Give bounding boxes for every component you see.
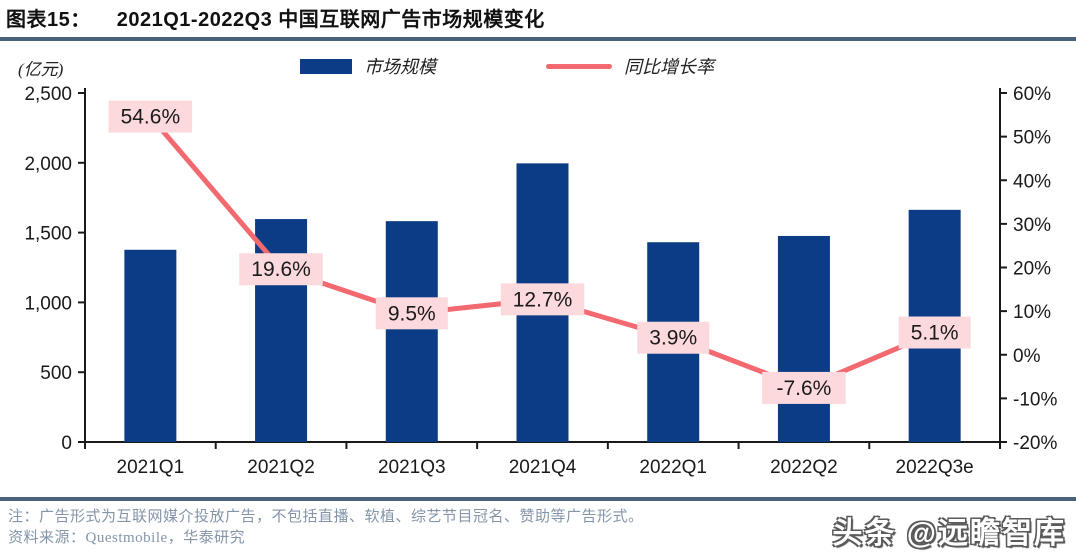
chart-canvas: 0 500 1,000 1,500 2,000 2,500 -20% -10% 0% 10% 20%… <box>24 84 1057 478</box>
growth-label-text: -7.6% <box>776 377 831 400</box>
left-axis-tick-label: 0 <box>61 433 72 454</box>
growth-label-box <box>108 100 193 133</box>
growth-label-box <box>500 283 585 316</box>
left-axis-tick-label: 500 <box>40 363 72 384</box>
right-axis-tick-label: 40% <box>1013 171 1051 192</box>
chart-area: (亿元) 市场规模 同比增长率 0 500 1,000 1,500 2,000 2,500… <box>0 45 1076 497</box>
bar-series-swatch <box>300 58 352 74</box>
x-axis-category-label: 2021Q4 <box>509 457 577 478</box>
figure-title: 2021Q1-2022Q3 中国互联网广告市场规模变化 <box>116 9 545 31</box>
figure-number: 图表15： <box>6 9 91 31</box>
right-axis-tick-label: 10% <box>1013 302 1051 323</box>
right-axis-tick-label: 0% <box>1013 346 1041 367</box>
left-axis-tick-label: 2,000 <box>24 154 72 175</box>
growth-label-text: 12.7% <box>513 288 573 311</box>
figure-source: 资料来源：Questmobile，华泰研究 <box>8 530 246 546</box>
legend-label-yoy-growth: 同比增长率 <box>624 57 714 77</box>
growth-label-text: 9.5% <box>388 302 436 325</box>
growth-label-text: 19.6% <box>251 258 311 281</box>
legend-item-market-size: 市场规模 <box>300 53 436 79</box>
line-series-swatch <box>546 63 612 69</box>
right-axis-tick-label: -10% <box>1013 389 1057 410</box>
right-axis-tick-label: 50% <box>1013 128 1051 149</box>
growth-label-box <box>898 316 971 349</box>
bar-2021Q3 <box>385 221 438 442</box>
figure-footer: 注：广告形式为互联网媒介投放广告，不包括直播、软植、综艺节目冠名、赞助等广告形式… <box>0 497 1076 557</box>
growth-label-box <box>762 371 846 404</box>
bar-2022Q2 <box>777 235 830 442</box>
x-axis-category-label: 2021Q3 <box>378 457 446 478</box>
figure-note: 注：广告形式为互联网媒介投放广告，不包括直播、软植、综艺节目冠名、赞助等广告形式… <box>8 509 644 525</box>
bar-2021Q2 <box>255 219 308 442</box>
bar-2021Q1 <box>124 249 177 442</box>
x-axis-category-label: 2021Q1 <box>117 457 185 478</box>
left-axis-unit-label: (亿元) <box>18 60 64 79</box>
growth-label-text: 3.9% <box>649 327 697 350</box>
right-axis-tick-label: 20% <box>1013 259 1051 280</box>
left-axis-tick-label: 1,000 <box>24 293 72 314</box>
growth-label-box <box>637 321 710 354</box>
x-axis-category-label: 2022Q2 <box>770 457 838 478</box>
left-axis-tick-label: 2,500 <box>24 84 72 105</box>
right-axis-tick-label: 60% <box>1013 84 1051 105</box>
right-axis-tick-label: -20% <box>1013 433 1057 454</box>
right-axis-tick-label: 30% <box>1013 215 1051 236</box>
x-axis-category-label: 2021Q2 <box>247 457 315 478</box>
chart-legend: 市场规模 同比增长率 <box>300 53 714 79</box>
x-axis-category-label: 2022Q1 <box>639 457 707 478</box>
growth-label-box <box>239 253 323 286</box>
growth-label-text: 54.6% <box>121 106 181 129</box>
figure-header: 图表15： 2021Q1-2022Q3 中国互联网广告市场规模变化 <box>0 0 1076 41</box>
growth-label-box <box>375 297 448 330</box>
growth-label-text: 5.1% <box>911 322 959 345</box>
left-axis-tick-label: 1,500 <box>24 224 72 245</box>
watermark: 头条 @远瞻智库 <box>832 517 1066 550</box>
legend-label-market-size: 市场规模 <box>364 57 436 77</box>
legend-item-yoy-growth: 同比增长率 <box>546 53 714 79</box>
x-axis-category-label: 2022Q3e <box>896 457 974 478</box>
